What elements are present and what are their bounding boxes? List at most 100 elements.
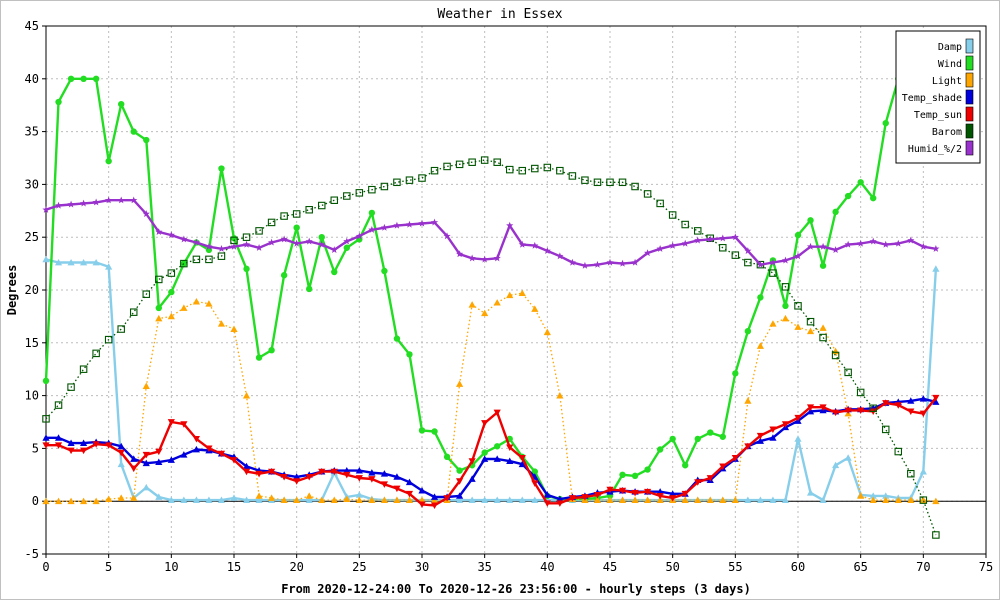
data-point-temp-shade [543, 491, 551, 498]
data-point-light [543, 328, 551, 336]
data-point-humid-2 [330, 246, 338, 253]
data-point-temp-sun [606, 486, 614, 494]
data-point-light [230, 325, 238, 332]
data-point-humid-2 [681, 239, 689, 247]
data-point-damp [744, 496, 752, 504]
data-point-damp [919, 468, 927, 475]
data-point-damp [869, 492, 877, 499]
chart-title: Weather in Essex [437, 7, 562, 22]
legend-swatch-temp-sun [965, 106, 974, 122]
data-point-light [155, 314, 163, 322]
data-point-wind [318, 234, 325, 241]
data-point-temp-shade [806, 407, 815, 415]
data-point-temp-sun [117, 449, 125, 457]
legend-swatch-humid-2 [965, 140, 974, 156]
data-point-temp-shade [430, 493, 439, 500]
data-point-light [556, 392, 564, 399]
data-point-light [606, 496, 614, 504]
legend-swatch-temp-shade [965, 89, 974, 105]
data-point-humid-2 [593, 260, 602, 268]
data-point-humid-2 [806, 242, 815, 250]
data-point-temp-shade [919, 395, 927, 402]
data-point-temp-sun [819, 404, 827, 411]
data-point-wind [619, 471, 626, 478]
data-point-humid-2 [556, 252, 564, 260]
data-point-light [105, 495, 113, 502]
data-point-temp-sun [694, 479, 702, 486]
data-point-humid-2 [192, 238, 201, 246]
data-point-temp-sun [130, 465, 138, 473]
data-point-temp-shade [155, 458, 163, 466]
data-point-light [305, 492, 313, 499]
data-point-humid-2 [430, 218, 439, 226]
data-point-humid-2 [643, 249, 652, 257]
data-point-humid-2 [606, 258, 614, 266]
data-point-wind [443, 453, 451, 461]
data-point-temp-shade [242, 462, 251, 470]
data-point-temp-shade [54, 434, 63, 441]
data-point-barom [593, 178, 602, 187]
data-point-temp-shade [80, 439, 88, 446]
y-axis-ticks: -5 0 5 10 15 20 25 30 35 40 45 [25, 19, 46, 561]
data-point-humid-2 [343, 237, 351, 245]
data-point-damp [180, 496, 188, 504]
data-point-light [744, 397, 752, 404]
data-point-light [192, 298, 200, 305]
data-point-wind [306, 285, 313, 293]
data-point-temp-sun [656, 493, 664, 500]
data-point-humid-2 [293, 239, 301, 247]
legend-label-humid-2: Humid_%/2 [908, 144, 962, 155]
data-point-damp [67, 258, 75, 266]
data-point-temp-sun [142, 451, 150, 459]
y-axis-label: Degrees [5, 265, 19, 316]
data-point-temp-sun [731, 455, 739, 462]
legend-label-light: Light [932, 76, 962, 87]
data-point-temp-sun [531, 480, 539, 487]
data-point-barom [167, 269, 176, 277]
data-point-barom [881, 425, 890, 434]
data-point-damp [844, 454, 852, 461]
data-point-damp [756, 496, 764, 504]
data-point-temp-shade [117, 442, 125, 450]
data-point-temp-shade [518, 460, 526, 468]
data-point-humid-2 [543, 247, 551, 254]
data-point-barom [505, 165, 514, 174]
legend-label-wind: Wind [938, 59, 962, 70]
data-point-temp-sun [481, 420, 489, 427]
data-point-humid-2 [919, 242, 927, 250]
data-point-humid-2 [92, 198, 100, 206]
data-point-temp-sun [330, 468, 338, 476]
data-point-humid-2 [581, 261, 589, 269]
x-tick-label: 20 [289, 560, 303, 574]
data-point-light [217, 320, 226, 327]
data-point-barom [719, 244, 727, 252]
data-point-wind [732, 370, 739, 377]
data-point-barom [380, 182, 389, 191]
data-point-temp-sun [832, 409, 840, 417]
data-point-temp-sun [506, 444, 514, 451]
data-point-temp-sun [380, 481, 388, 488]
data-point-damp [80, 258, 88, 266]
data-point-temp-sun [794, 414, 802, 422]
data-point-light [794, 323, 802, 330]
data-point-temp-sun [518, 455, 526, 462]
data-point-wind [819, 262, 827, 269]
data-point-temp-sun [468, 458, 476, 465]
y-tick-label: 0 [32, 494, 39, 508]
data-point-wind [744, 327, 752, 335]
legend-label-barom: Barom [932, 127, 962, 138]
data-point-humid-2 [105, 196, 113, 204]
data-point-wind [669, 435, 676, 443]
data-point-temp-shade [130, 455, 138, 462]
data-point-damp [518, 496, 526, 504]
data-point-barom [317, 201, 326, 210]
data-point-wind [255, 354, 263, 361]
data-point-light [167, 312, 175, 320]
data-point-humid-2 [568, 258, 577, 266]
data-point-damp [42, 255, 50, 263]
data-point-temp-sun [769, 426, 777, 433]
data-point-barom [443, 162, 451, 171]
y-tick-label: 10 [25, 389, 39, 403]
